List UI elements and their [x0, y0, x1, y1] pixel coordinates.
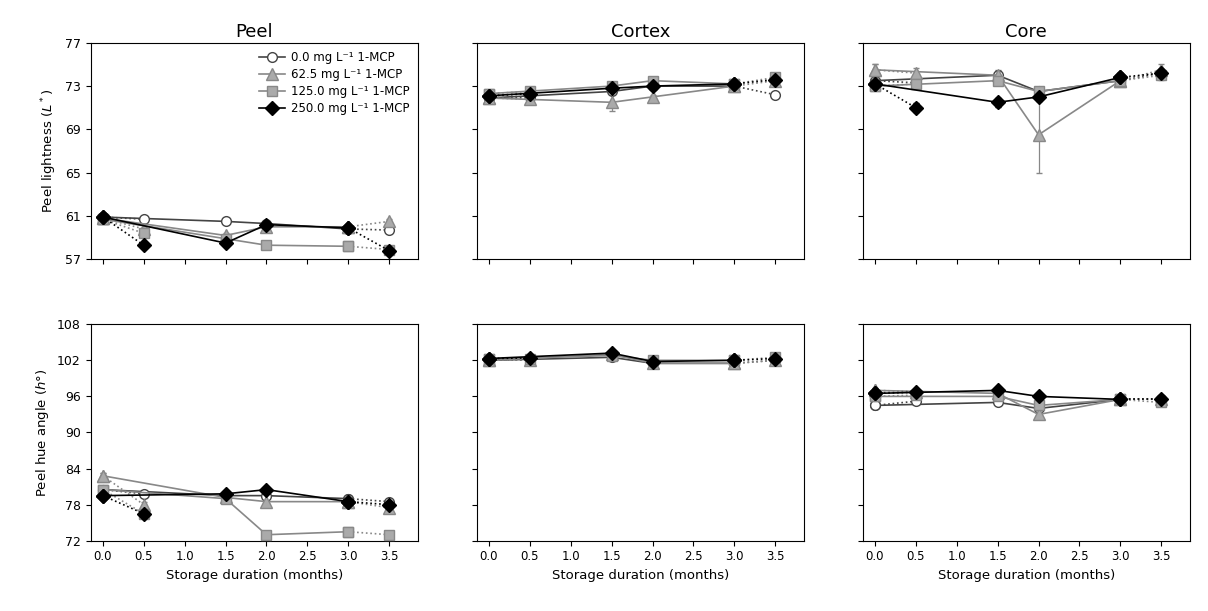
Title: Core: Core [1005, 23, 1047, 41]
Title: Cortex: Cortex [610, 23, 670, 41]
Legend: 0.0 mg L⁻¹ 1-MCP, 62.5 mg L⁻¹ 1-MCP, 125.0 mg L⁻¹ 1-MCP, 250.0 mg L⁻¹ 1-MCP: 0.0 mg L⁻¹ 1-MCP, 62.5 mg L⁻¹ 1-MCP, 125… [256, 49, 412, 118]
Y-axis label: Peel lightness ($L^*$): Peel lightness ($L^*$) [40, 89, 59, 213]
Y-axis label: Peel hue angle ($h°$): Peel hue angle ($h°$) [35, 368, 52, 497]
X-axis label: Storage duration (months): Storage duration (months) [552, 569, 728, 582]
X-axis label: Storage duration (months): Storage duration (months) [937, 569, 1115, 582]
X-axis label: Storage duration (months): Storage duration (months) [165, 569, 343, 582]
Title: Peel: Peel [236, 23, 273, 41]
